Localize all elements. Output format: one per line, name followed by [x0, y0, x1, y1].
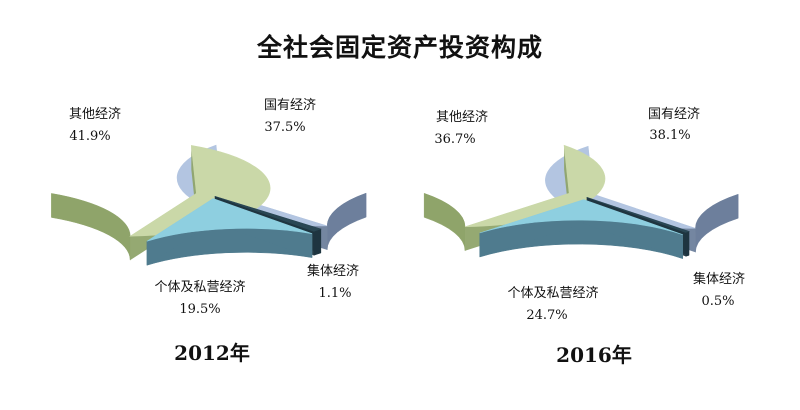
- value-label-1-2: 1.1%: [318, 286, 351, 301]
- value-label-1-3: 19.5%: [179, 302, 220, 317]
- value-label-1-1: 37.5%: [264, 120, 305, 135]
- category-label-2-2: 集体经济: [693, 271, 745, 287]
- value-label-2-3: 24.7%: [526, 308, 567, 323]
- pie-chart-1: 国有经济 37.5% 集体经济 1.1% 个体及私营经济 19.5% 其他经济 41.9% 20…: [51, 98, 367, 365]
- category-label-2-1: 国有经济: [648, 107, 700, 122]
- value-label-2-4: 36.7%: [434, 132, 475, 147]
- category-label-1-1: 国有经济: [264, 98, 316, 113]
- pie-slice-2-3: [479, 199, 684, 260]
- category-label-1-2: 集体经济: [307, 263, 359, 279]
- chart-year-title-2: 2016年: [556, 343, 632, 367]
- value-label-2-1: 38.1%: [649, 128, 690, 143]
- pie-slice-1-3: [146, 198, 313, 266]
- pie-chart-2: 国有经济 38.1% 集体经济 0.5% 个体及私营经济 24.7% 其他经济 36.7% 20…: [423, 107, 745, 367]
- category-label-1-4: 其他经济: [69, 107, 121, 122]
- category-label-2-3: 个体及私营经济: [507, 286, 598, 301]
- chart-title: 全社会固定资产投资构成: [256, 33, 543, 62]
- category-label-2-4: 其他经济: [436, 110, 488, 125]
- value-label-1-4: 41.9%: [69, 129, 110, 144]
- value-label-2-2: 0.5%: [701, 294, 734, 309]
- chart-year-title-1: 2012年: [174, 341, 250, 365]
- category-label-1-3: 个体及私营经济: [154, 280, 245, 295]
